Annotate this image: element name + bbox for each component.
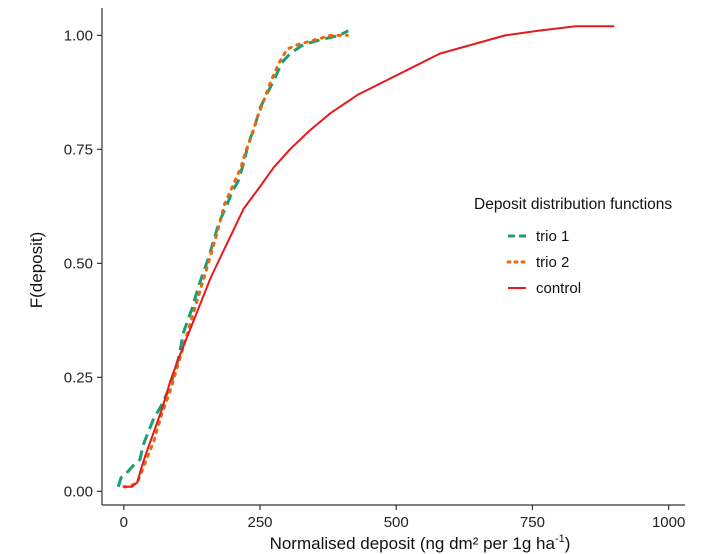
- x-axis-title-suffix: ): [565, 534, 571, 553]
- x-tick-label: 1000: [652, 514, 685, 531]
- legend-title: Deposit distribution functions: [474, 196, 672, 213]
- x-tick-label: 0: [120, 514, 128, 531]
- y-tick-label: 0.75: [64, 141, 93, 158]
- x-tick-label: 500: [384, 514, 409, 531]
- legend-items: trio 1 trio 2 control: [506, 228, 581, 297]
- series-line-trio-1: [116, 29, 349, 488]
- series-line-trio-2: [122, 33, 349, 489]
- x-tick-label: 250: [247, 514, 272, 531]
- legend-label-trio-2: trio 2: [536, 254, 569, 271]
- legend-label-trio-1: trio 1: [536, 228, 569, 245]
- x-axis-title: Normalised deposit (ng dm² per 1g ha-1): [270, 533, 571, 553]
- axis-ticks: 0 250 500 750 1000 0.00 0.25 0.50 0.75 1.00: [64, 27, 686, 531]
- series-line-control: [123, 25, 615, 488]
- y-tick-label: 1.00: [64, 27, 93, 44]
- plot-area: 0 250 500 750 1000 0.00 0.25 0.50 0.75 1.00: [64, 8, 686, 531]
- series-layer: [116, 25, 615, 489]
- x-axis-title-superscript: -1: [555, 533, 565, 545]
- y-tick-label: 0.25: [64, 369, 93, 386]
- x-axis-title-main: Normalised deposit (ng dm² per 1g ha: [270, 534, 556, 553]
- legend: Deposit distribution functions trio 1tri…: [474, 196, 672, 297]
- y-axis-title: F(deposit): [27, 232, 46, 309]
- y-tick-label: 0.00: [64, 483, 93, 500]
- y-tick-label: 0.50: [64, 255, 93, 272]
- legend-label-control: control: [536, 280, 581, 297]
- x-tick-label: 750: [520, 514, 545, 531]
